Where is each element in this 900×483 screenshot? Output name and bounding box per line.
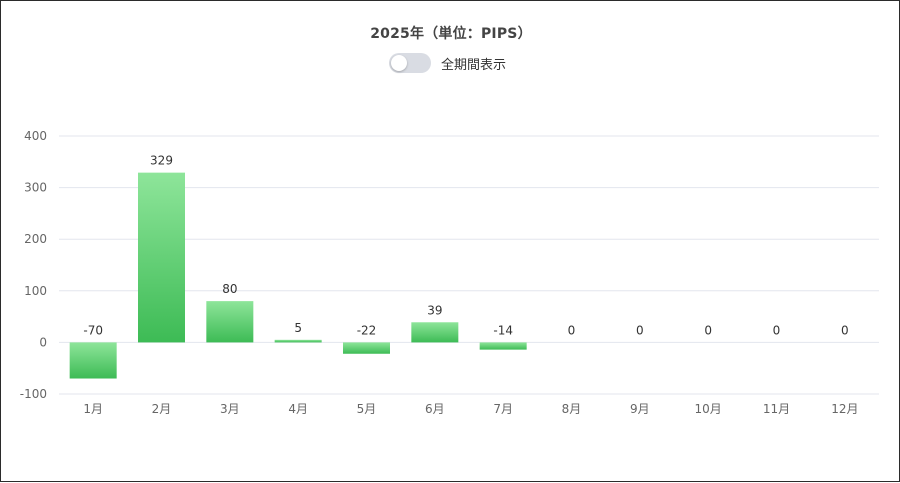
x-tick-label: 11月 [763, 402, 790, 416]
x-tick-label: 3月 [220, 402, 240, 416]
y-tick-label: 200 [24, 232, 47, 246]
data-label: 0 [568, 323, 576, 337]
grid-lines [59, 135, 879, 395]
x-tick-label: 12月 [831, 402, 858, 416]
bars [69, 172, 527, 379]
show-all-period-toggle-row[interactable]: 全期間表示 [389, 53, 506, 73]
data-label: -14 [493, 323, 513, 337]
data-label: 0 [704, 323, 712, 337]
y-tick-label: 400 [24, 129, 47, 143]
bar[interactable] [206, 301, 254, 343]
bar[interactable] [479, 342, 527, 350]
x-tick-label: 7月 [493, 402, 513, 416]
show-all-period-toggle[interactable] [389, 53, 431, 73]
x-tick-label: 4月 [288, 402, 308, 416]
x-tick-label: 2月 [152, 402, 172, 416]
y-tick-label: -100 [20, 387, 47, 401]
y-axis-labels: -100 0 100 200 300 400 [20, 129, 47, 401]
y-tick-label: 300 [24, 181, 47, 195]
y-tick-label: 0 [39, 335, 47, 349]
x-tick-label: 6月 [425, 402, 445, 416]
data-label: 0 [636, 323, 644, 337]
bar[interactable] [274, 339, 322, 343]
chart-title: 2025年（単位：PIPS） [370, 26, 532, 42]
x-tick-label: 5月 [357, 402, 377, 416]
data-label: -70 [83, 323, 103, 337]
toggle-knob [391, 55, 407, 71]
data-label: 0 [773, 323, 781, 337]
bar[interactable] [343, 342, 390, 354]
data-label: 39 [427, 303, 442, 317]
bar[interactable] [69, 342, 117, 379]
data-label: 0 [841, 323, 849, 337]
x-tick-label: 9月 [630, 402, 650, 416]
x-tick-label: 10月 [695, 402, 722, 416]
show-all-period-label: 全期間表示 [441, 57, 507, 73]
data-labels: -70 329 80 5 -22 39 -14 0 0 0 0 0 [83, 154, 848, 338]
x-tick-label: 8月 [562, 402, 582, 416]
x-tick-label: 1月 [83, 402, 103, 416]
bar[interactable] [411, 322, 459, 343]
y-tick-label: 100 [24, 284, 47, 298]
data-label: -22 [357, 323, 377, 337]
x-axis-labels: 1月 2月 3月 4月 5月 6月 7月 8月 9月 10月 11月 12月 [83, 402, 858, 416]
bar[interactable] [138, 172, 185, 343]
data-label: 5 [294, 321, 302, 335]
data-label: 329 [150, 154, 173, 168]
data-label: 80 [222, 282, 237, 296]
